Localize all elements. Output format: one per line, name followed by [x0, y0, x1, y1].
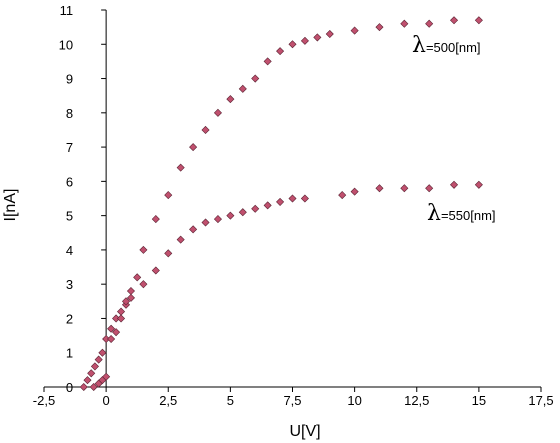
series-2 — [89, 180, 483, 392]
data-point — [87, 369, 96, 378]
plot-area — [79, 16, 483, 392]
axes: -2,5 0 2,5 5 7,5 10 12,5 15 17,5 0 1 2 3 4 5 6 7 8 9 10 11 — [33, 3, 554, 408]
y-tick-label: 9 — [66, 72, 73, 87]
data-point — [126, 287, 135, 296]
data-point — [89, 382, 98, 392]
data-point — [288, 40, 297, 49]
data-point — [238, 208, 247, 217]
data-point — [263, 201, 272, 210]
y-tick-label: 11 — [60, 3, 74, 18]
data-point — [176, 235, 185, 244]
data-point — [425, 19, 434, 28]
data-point — [213, 215, 222, 224]
data-point — [276, 47, 285, 56]
x-tick-label: 12,5 — [404, 393, 429, 408]
x-tick-label: -2,5 — [33, 393, 55, 408]
data-point — [90, 362, 99, 371]
data-point — [164, 191, 173, 200]
y-tick-label: 3 — [66, 277, 73, 292]
lambda-symbol: λ — [412, 33, 426, 58]
series-label: λ=550[nm] — [427, 201, 496, 226]
x-tick-label: 15 — [472, 393, 486, 408]
y-tick-label: 4 — [66, 243, 73, 258]
x-axis-title: U[V] — [289, 423, 320, 440]
data-point — [189, 143, 198, 152]
data-point — [189, 225, 198, 234]
data-point — [201, 218, 210, 227]
lambda-symbol: λ — [427, 201, 441, 226]
data-point — [226, 95, 235, 104]
y-tick-label: 6 — [66, 174, 73, 189]
x-tick-label: 17,5 — [528, 393, 553, 408]
series-label: λ=500[nm] — [412, 33, 481, 58]
data-point — [350, 26, 359, 35]
y-tick-label: 10 — [59, 37, 73, 52]
data-point — [251, 204, 260, 213]
data-point — [300, 194, 309, 203]
data-point — [276, 197, 285, 206]
series-labels: λ=500[nm]λ=550[nm] — [412, 33, 496, 226]
x-tick-label: 10 — [347, 393, 361, 408]
data-point — [102, 372, 111, 381]
data-point — [94, 355, 103, 364]
y-tick-label: 7 — [66, 140, 73, 155]
data-point — [375, 184, 384, 193]
data-point — [121, 297, 131, 306]
data-point — [139, 280, 148, 289]
data-point — [126, 293, 135, 302]
series-1 — [79, 16, 483, 392]
data-point — [375, 23, 384, 32]
wavelength-value: =550[nm] — [441, 208, 496, 223]
data-point — [474, 180, 483, 189]
data-point — [139, 245, 148, 254]
data-point — [450, 16, 459, 25]
data-point — [450, 180, 459, 189]
data-point — [400, 19, 409, 28]
data-point — [164, 249, 173, 258]
data-point — [425, 184, 434, 193]
y-tick-label: 0 — [66, 380, 73, 395]
y-tick-label: 5 — [66, 209, 73, 224]
data-point — [176, 163, 185, 172]
data-point — [107, 324, 116, 333]
data-point — [117, 307, 126, 316]
data-point — [98, 348, 107, 357]
data-point — [117, 314, 126, 323]
x-tick-label: 0 — [103, 393, 110, 408]
y-tick-label: 8 — [66, 106, 73, 121]
data-point — [226, 211, 235, 220]
x-tick-label: 2,5 — [159, 393, 177, 408]
data-point — [213, 108, 222, 117]
y-tick-label: 2 — [66, 311, 73, 326]
x-tick-label: 5 — [227, 393, 234, 408]
data-point — [83, 376, 92, 385]
data-point — [133, 273, 142, 282]
data-point — [300, 36, 309, 45]
data-point — [201, 125, 210, 134]
data-point — [325, 29, 334, 39]
data-point — [263, 57, 272, 66]
data-point — [288, 194, 297, 203]
data-point — [238, 84, 247, 93]
data-point — [400, 184, 409, 193]
data-point — [151, 266, 160, 275]
data-point — [313, 33, 322, 42]
x-tick-label: 7,5 — [283, 393, 301, 408]
data-point — [338, 191, 347, 200]
wavelength-value: =500[nm] — [426, 40, 481, 55]
data-point — [112, 328, 121, 337]
data-point — [107, 334, 116, 344]
data-point — [474, 16, 483, 25]
y-tick-label: 1 — [66, 346, 73, 361]
data-point — [350, 187, 359, 196]
data-point — [151, 215, 160, 224]
data-point — [251, 74, 260, 83]
data-point — [79, 382, 88, 392]
y-axis-title: I[nA] — [2, 189, 19, 222]
